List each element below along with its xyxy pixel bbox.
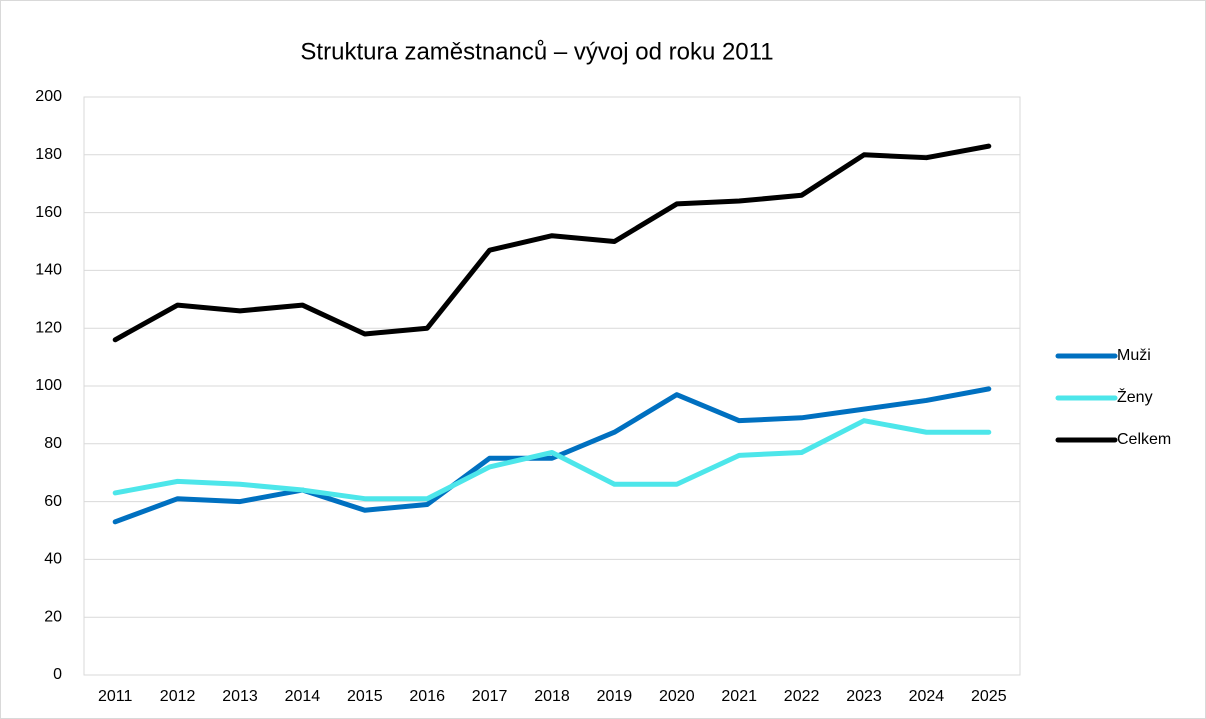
y-tick-label: 120 — [35, 319, 62, 336]
line-series — [112, 386, 992, 525]
line-series — [112, 143, 992, 343]
y-tick-label: 20 — [44, 608, 62, 625]
x-tick-label: 2012 — [160, 688, 196, 705]
x-tick-label: 2016 — [409, 688, 445, 705]
y-tick-label: 80 — [44, 435, 62, 452]
x-tick-label: 2018 — [534, 688, 570, 705]
x-tick-label: 2021 — [721, 688, 757, 705]
y-tick-label: 100 — [35, 377, 62, 394]
x-tick-label: 2022 — [784, 688, 820, 705]
y-tick-label: 200 — [35, 88, 62, 105]
x-tick-label: 2025 — [971, 688, 1007, 705]
x-tick-label: 2014 — [285, 688, 321, 705]
x-tick-label: 2020 — [659, 688, 695, 705]
x-tick-label: 2024 — [909, 688, 945, 705]
x-tick-label: 2011 — [98, 688, 133, 705]
x-tick-label: 2013 — [222, 688, 258, 705]
y-tick-label: 60 — [44, 493, 62, 510]
y-tick-label: 140 — [35, 262, 62, 279]
x-tick-label: 2015 — [347, 688, 383, 705]
legend-label: Celkem — [1117, 431, 1171, 448]
legend-label: Ženy — [1117, 387, 1153, 406]
chart-title: Struktura zaměstnanců – vývoj od roku 20… — [300, 38, 773, 65]
legend-label: Muži — [1117, 347, 1151, 364]
x-tick-label: 2019 — [597, 688, 633, 705]
line-series — [112, 418, 992, 502]
y-tick-label: 0 — [53, 666, 62, 683]
y-tick-label: 180 — [35, 146, 62, 163]
x-tick-label: 2017 — [472, 688, 508, 705]
x-tick-label: 2023 — [846, 688, 882, 705]
y-tick-label: 40 — [44, 551, 62, 568]
y-tick-label: 160 — [35, 204, 62, 221]
